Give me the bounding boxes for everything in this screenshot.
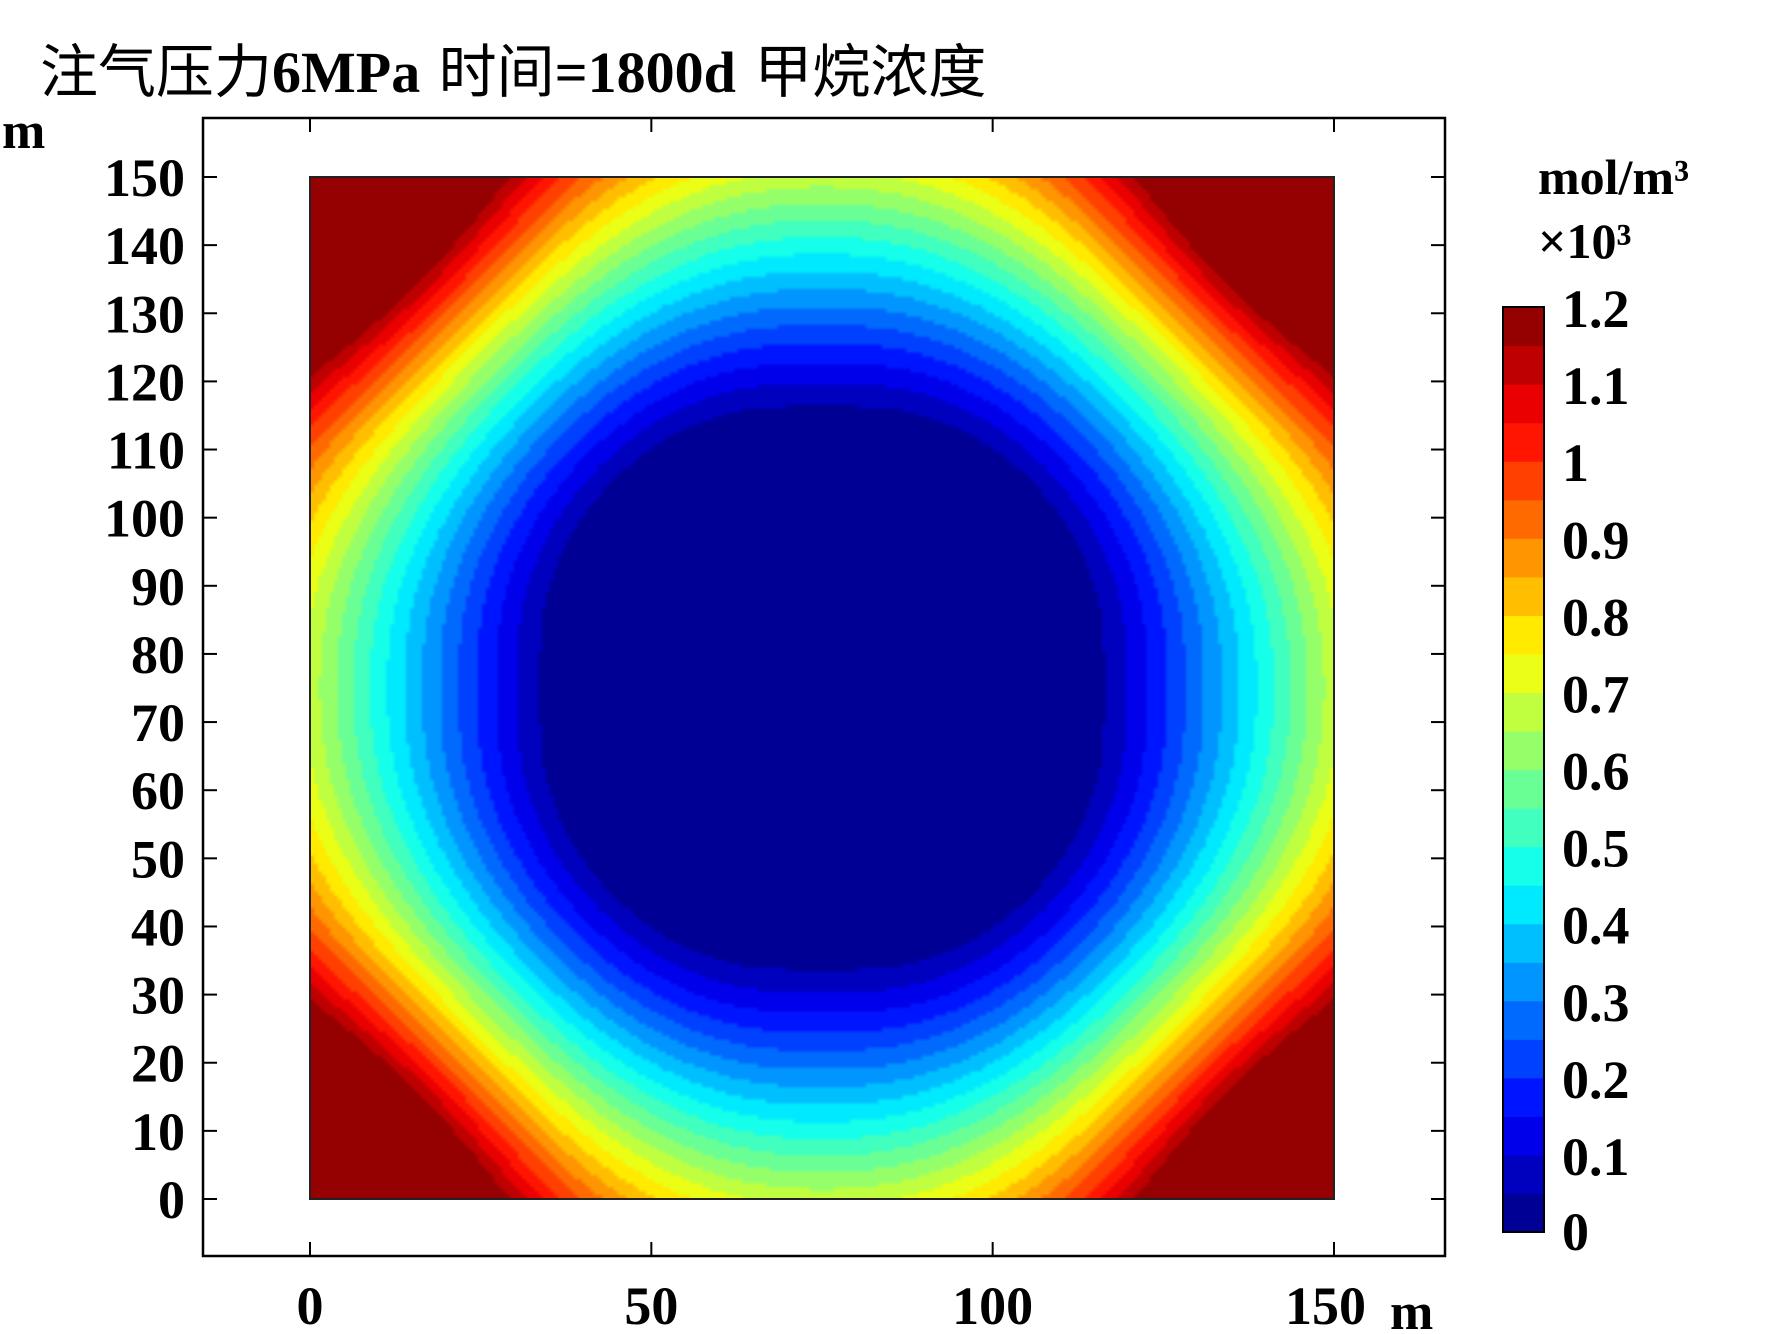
colorbar-tick-label: 0.9 [1562, 510, 1630, 570]
colorbar-tick-label: 1.2 [1562, 279, 1630, 339]
colorbar-level [1503, 384, 1544, 424]
y-tick-label: 80 [131, 625, 185, 685]
colorbar-level [1503, 769, 1544, 809]
colorbar-level [1503, 1039, 1544, 1079]
colorbar-level [1503, 962, 1544, 1002]
y-tick-label: 140 [104, 216, 185, 276]
y-tick-label: 150 [104, 148, 185, 208]
y-tick-label: 110 [107, 421, 185, 481]
colorbar-level [1503, 1154, 1544, 1195]
colorbar-tick-label: 0 [1562, 1202, 1589, 1262]
x-tick-label: 150 [1285, 1276, 1366, 1329]
colorbar-level [1503, 1000, 1544, 1040]
y-tick-label: 20 [131, 1034, 185, 1094]
colorbar-level [1503, 885, 1544, 925]
y-tick-label: 60 [131, 761, 185, 821]
colorbar-tick-label: 0.1 [1562, 1127, 1630, 1187]
chart-title: 注气压力6MPa 时间=1800d 甲烷浓度 [40, 38, 986, 106]
colorbar-tick-label: 0.4 [1562, 896, 1630, 956]
colorbar-level [1503, 499, 1544, 539]
y-tick-label: 0 [158, 1170, 185, 1230]
colorbar-level [1503, 461, 1544, 501]
colorbar-level [1503, 1116, 1544, 1156]
colorbar-level [1503, 923, 1544, 963]
colorbar-ticks: 0 0.1 0.2 0.3 0.4 0.5 0.6 0.7 0.8 0.9 1 1.1 1.2 [1562, 279, 1630, 1262]
y-axis-ticks: 0 10 20 30 40 50 60 70 80 90 100 110 120 130 140 150 [104, 148, 1445, 1230]
y-tick-label: 30 [131, 966, 185, 1026]
colorbar-level [1503, 1193, 1544, 1233]
colorbar-tick-label: 0.5 [1562, 819, 1630, 879]
x-tick-label: 100 [952, 1276, 1033, 1329]
x-axis-ticks: 0 50 100 150 [297, 118, 1366, 1334]
colorbar-unit: mol/m³ [1538, 149, 1689, 205]
colorbar-level [1503, 692, 1544, 732]
colorbar-level [1503, 1077, 1544, 1117]
x-tick-label: 0 [297, 1276, 324, 1329]
heatmap-image [310, 177, 1334, 1199]
colorbar-level [1503, 808, 1544, 848]
x-axis-label: m [1390, 1284, 1433, 1329]
y-tick-label: 40 [131, 897, 185, 957]
colorbar-level [1503, 345, 1544, 385]
y-tick-label: 50 [131, 829, 185, 889]
y-tick-label: 10 [131, 1102, 185, 1162]
axes-frame [201, 116, 1447, 1258]
colorbar-level [1503, 422, 1544, 462]
colorbar-tick-label: 0.3 [1562, 973, 1630, 1033]
colorbar-level [1503, 576, 1544, 616]
colorbar-level [1503, 653, 1544, 694]
colorbar-tick-label: 0.7 [1562, 664, 1630, 724]
colorbar-tick-label: 0.8 [1562, 587, 1630, 647]
colorbar-scale: ×10³ [1538, 213, 1631, 269]
colorbar [1503, 307, 1544, 1233]
y-tick-label: 90 [131, 557, 185, 617]
colorbar-level [1503, 730, 1544, 771]
x-tick-label: 50 [624, 1276, 678, 1329]
domain-border [309, 176, 1335, 1200]
colorbar-level [1503, 307, 1544, 347]
colorbar-tick-label: 0.6 [1562, 742, 1630, 802]
y-tick-label: 120 [104, 352, 185, 412]
heatmap-field [310, 177, 1334, 1199]
colorbar-level [1503, 615, 1544, 655]
y-tick-label: 130 [104, 284, 185, 344]
colorbar-tick-label: 0.2 [1562, 1050, 1630, 1110]
colorbar-tick-label: 1 [1562, 433, 1589, 493]
y-tick-label: 100 [104, 489, 185, 549]
colorbar-tick-label: 1.1 [1562, 356, 1630, 416]
y-tick-label: 70 [131, 693, 185, 753]
y-axis-label: m [2, 103, 45, 160]
colorbar-level [1503, 538, 1544, 578]
colorbar-border [1502, 306, 1545, 1233]
colorbar-level [1503, 846, 1544, 886]
